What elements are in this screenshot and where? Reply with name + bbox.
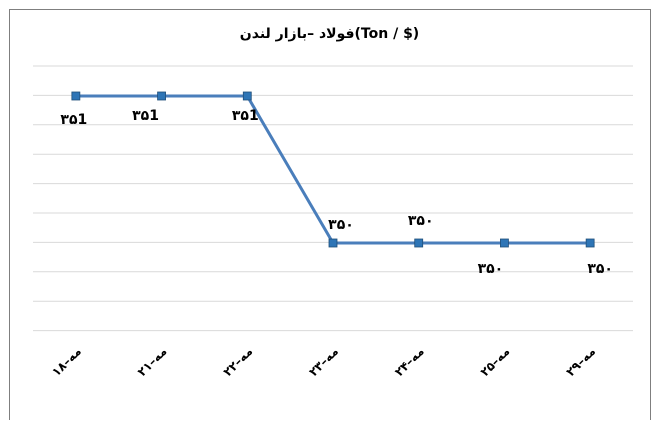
data-label: ۳۵۰ [328, 217, 354, 233]
data-label: ۳۵۰ [478, 261, 504, 277]
x-tick-label: ۲۲–مه [220, 344, 255, 379]
chart-title: فولاد –بازار لندن(Ton / $) [239, 26, 420, 42]
x-tick-label: ۲۴–مه [392, 344, 427, 379]
data-label: ۳۵۰ [587, 261, 613, 277]
data-point [242, 91, 252, 101]
data-point [157, 91, 166, 101]
data-point [500, 238, 509, 248]
x-tick-label: ۲۵–مه [478, 344, 513, 379]
data-label: ۳۵1 [132, 108, 159, 124]
x-tick-label: ۲۹–مه [563, 344, 598, 379]
data-label: ۳۵1 [232, 108, 259, 124]
data-point [71, 91, 81, 101]
data-point [414, 238, 424, 248]
data-point [585, 238, 595, 248]
data-label: ۳۵۰ [408, 213, 434, 229]
data-label: ۳۵1 [60, 112, 87, 128]
chart-frame [9, 9, 651, 420]
x-tick-label: ۱۸–مه [49, 344, 84, 379]
data-point [328, 238, 338, 248]
x-tick-label: ۲۱–مه [135, 344, 170, 379]
x-tick-label: ۲۳–مه [306, 344, 341, 379]
